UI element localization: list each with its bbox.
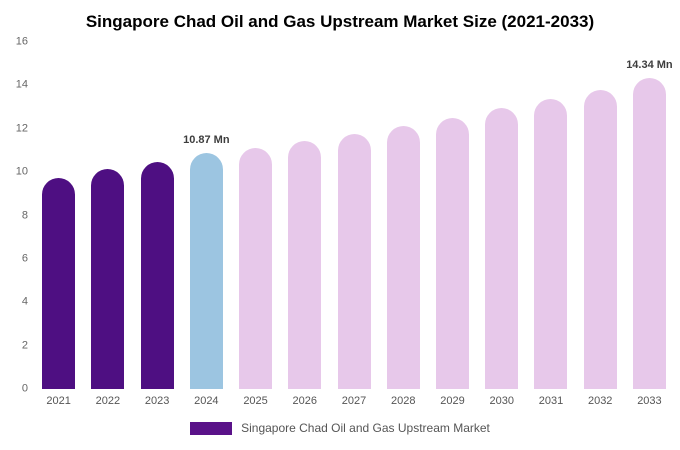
bar-column-2024: 10.87 Mn: [182, 42, 231, 389]
bar-column-2031: [526, 42, 575, 389]
x-tick-label-2021: 2021: [46, 395, 71, 407]
bar-2025: [239, 148, 273, 389]
bar-2022: [91, 168, 125, 389]
x-tick-label-2032: 2032: [587, 395, 613, 407]
x-tick-label-2022: 2022: [95, 395, 121, 407]
bar-2032: [583, 89, 617, 389]
chart-plot-area: 0 2 4 6 8 10 12 14 16 10.87 Mn 14.34 Mn: [8, 36, 674, 394]
y-axis: 0 2 4 6 8 10 12 14 16: [8, 36, 34, 394]
legend-swatch: [190, 421, 233, 435]
x-tick-label-2030: 2030: [489, 395, 514, 407]
x-tick-label-2031: 2031: [538, 395, 564, 407]
y-tick-label: 6: [21, 252, 28, 265]
bar-column-2029: [428, 42, 477, 389]
y-tick-label: 10: [15, 165, 28, 178]
y-tick-label: 4: [21, 295, 28, 308]
y-tick-label: 16: [15, 35, 28, 48]
bar-2023: [140, 162, 174, 389]
legend: Singapore Chad Oil and Gas Upstream Mark…: [0, 421, 680, 435]
bar-column-2030: [477, 42, 526, 389]
x-tick-label-2025: 2025: [243, 395, 268, 407]
x-tick-label-2026: 2026: [292, 395, 318, 407]
bar-column-2023: [132, 42, 181, 389]
bar-column-2032: [576, 42, 625, 389]
y-tick-label: 0: [21, 382, 28, 395]
y-tick-label: 2: [21, 339, 28, 352]
bar-column-2025: [231, 42, 280, 389]
bars-container: 10.87 Mn 14.34 Mn: [34, 42, 674, 389]
x-tick-label-2024: 2024: [194, 395, 219, 407]
bar-2030: [485, 108, 519, 389]
y-tick-label: 8: [21, 209, 28, 221]
x-tick-label-2033: 2033: [637, 395, 662, 407]
bar-2031: [534, 99, 568, 389]
bar-2024: [189, 153, 223, 389]
bar-2027: [337, 133, 371, 389]
x-tick-label-2028: 2028: [391, 395, 416, 407]
bar-value-label-2024: 10.87 Mn: [183, 134, 230, 147]
y-tick-label: 14: [15, 78, 28, 91]
bar-2029: [435, 117, 469, 389]
bar-value-label-2033: 14.34 Mn: [626, 59, 673, 72]
bar-column-2022: [83, 42, 132, 389]
x-tick-label-2027: 2027: [341, 395, 367, 407]
y-tick-label: 12: [15, 122, 28, 135]
bar-2021: [42, 177, 76, 389]
x-tick-label-2029: 2029: [440, 395, 465, 407]
chart-title: Singapore Chad Oil and Gas Upstream Mark…: [85, 12, 595, 31]
bar-2033: [632, 78, 666, 389]
bar-column-2027: [329, 42, 378, 389]
bar-column-2028: [379, 42, 428, 389]
bar-2028: [386, 125, 420, 389]
bar-column-2026: [280, 42, 329, 389]
legend-label: Singapore Chad Oil and Gas Upstream Mark…: [241, 421, 490, 435]
x-axis: 2021 2022 2023 2024 2025 2026 2027 2028 2029 2030…: [34, 395, 674, 407]
bar-2026: [288, 141, 322, 389]
bar-column-2021: [34, 42, 83, 389]
x-tick-label-2023: 2023: [144, 395, 170, 407]
bar-column-2033: 14.34 Mn: [625, 42, 674, 389]
